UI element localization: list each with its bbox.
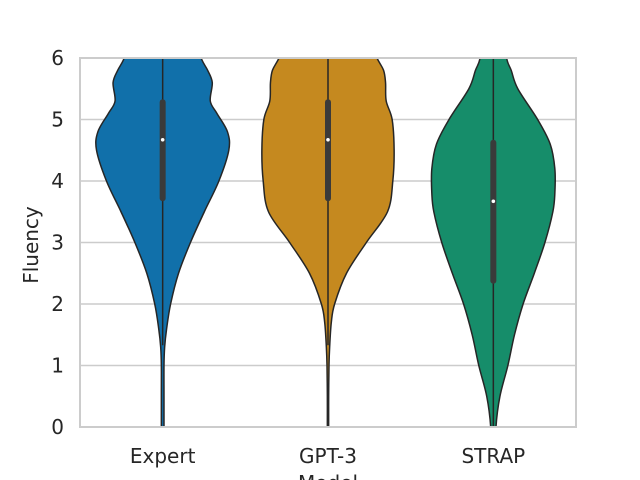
x-tick-label-gpt-3: GPT-3 [299, 444, 357, 468]
y-tick-label-4: 4 [51, 169, 64, 193]
y-tick-label-2: 2 [51, 292, 64, 316]
median-expert [160, 137, 165, 142]
plot-frame [79, 57, 577, 428]
x-axis-label: Model [298, 471, 358, 480]
y-axis-label: Fluency [19, 206, 43, 284]
y-tick-label-6: 6 [51, 46, 64, 70]
violins [95, 58, 557, 427]
iqr-box-strap [490, 139, 497, 284]
iqr-box-expert [159, 99, 166, 202]
y-tick-label-1: 1 [51, 354, 64, 378]
median-strap [491, 199, 496, 204]
x-tick-label-strap: STRAP [461, 444, 525, 468]
y-tick-label-0: 0 [51, 415, 64, 439]
y-tick-label-5: 5 [51, 108, 64, 132]
x-tick-label-expert: Expert [130, 444, 196, 468]
iqr-box-gpt-3 [325, 99, 331, 202]
median-gpt-3 [326, 137, 330, 142]
y-tick-labels: 0 1 2 3 4 5 6 [51, 46, 64, 439]
x-tick-labels: Expert GPT-3 STRAP [130, 444, 525, 468]
y-tick-label-3: 3 [51, 231, 64, 255]
